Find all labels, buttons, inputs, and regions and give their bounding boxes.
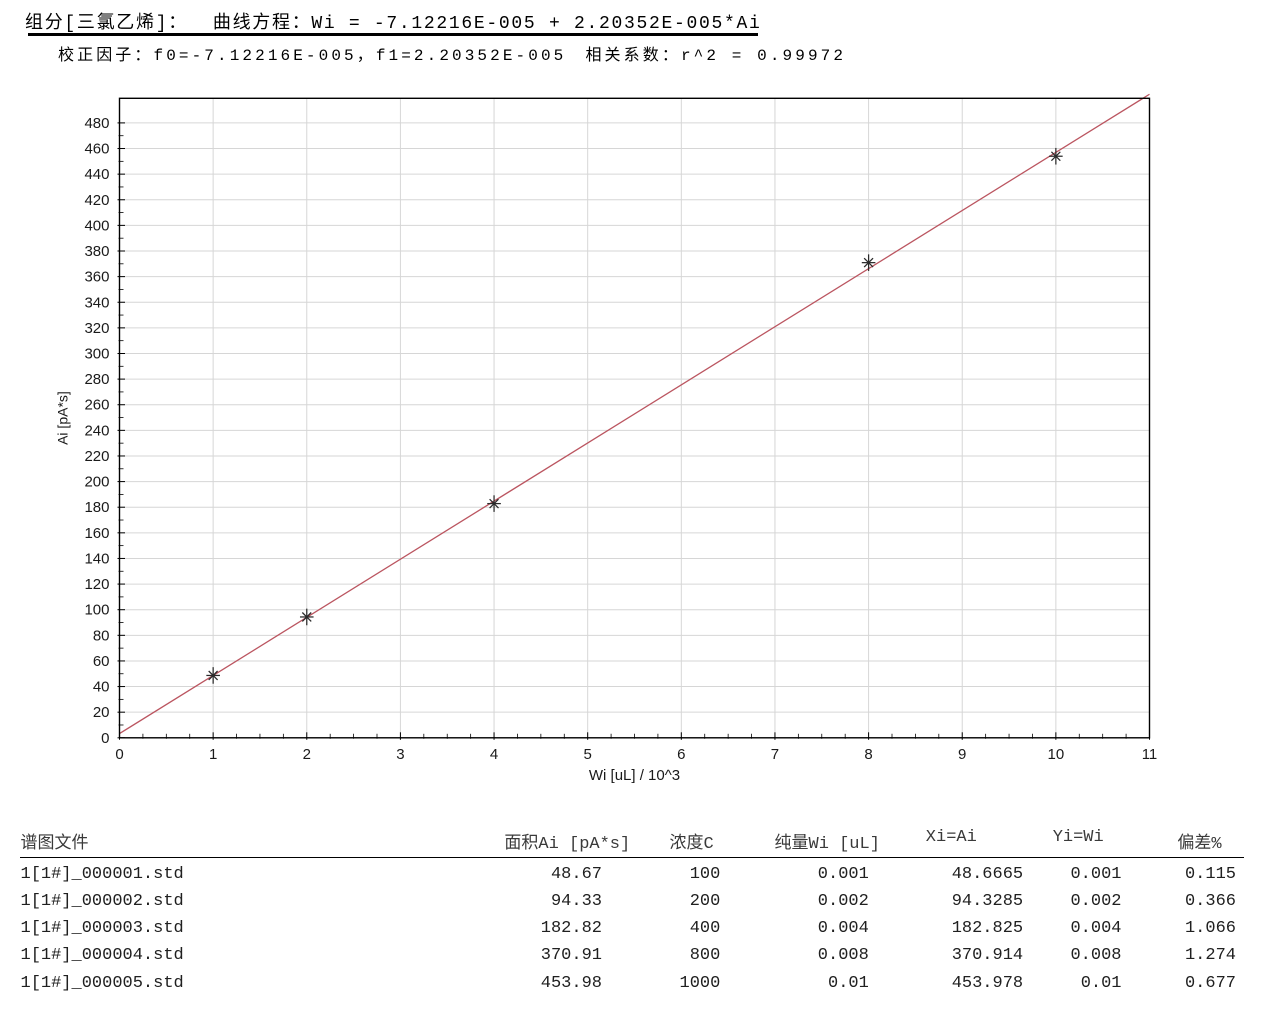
svg-text:80: 80 [93, 627, 110, 644]
svg-text:320: 320 [84, 320, 109, 337]
svg-text:5: 5 [584, 746, 592, 763]
svg-text:280: 280 [84, 371, 109, 388]
svg-text:300: 300 [84, 345, 109, 362]
svg-text:60: 60 [93, 653, 110, 670]
svg-text:Ai [pA*s]: Ai [pA*s] [55, 391, 71, 445]
svg-text:140: 140 [84, 550, 109, 567]
svg-text:40: 40 [93, 679, 110, 696]
svg-text:240: 240 [84, 422, 109, 439]
svg-text:2: 2 [303, 746, 311, 763]
svg-text:Wi [uL] / 10^3: Wi [uL] / 10^3 [589, 767, 680, 784]
svg-text:200: 200 [84, 474, 109, 491]
svg-text:10: 10 [1048, 746, 1065, 763]
svg-text:260: 260 [84, 397, 109, 414]
svg-text:11: 11 [1142, 746, 1158, 763]
svg-text:340: 340 [84, 294, 109, 311]
svg-text:440: 440 [84, 166, 109, 183]
svg-text:6: 6 [677, 746, 685, 763]
svg-text:480: 480 [84, 115, 109, 132]
svg-text:4: 4 [490, 746, 498, 763]
svg-text:380: 380 [84, 243, 109, 260]
svg-text:400: 400 [84, 217, 109, 234]
svg-text:180: 180 [84, 499, 109, 516]
svg-text:120: 120 [84, 576, 109, 593]
svg-text:9: 9 [958, 746, 966, 763]
svg-text:100: 100 [84, 602, 109, 619]
svg-text:8: 8 [864, 746, 872, 763]
svg-text:360: 360 [84, 269, 109, 286]
svg-text:0: 0 [115, 746, 123, 763]
svg-text:20: 20 [93, 704, 110, 721]
svg-text:3: 3 [396, 746, 404, 763]
svg-text:160: 160 [84, 525, 109, 542]
svg-text:220: 220 [84, 448, 109, 465]
svg-text:7: 7 [771, 746, 779, 763]
svg-text:1: 1 [209, 746, 217, 763]
svg-text:0: 0 [101, 730, 109, 747]
svg-text:460: 460 [84, 141, 109, 158]
svg-text:420: 420 [84, 192, 109, 209]
